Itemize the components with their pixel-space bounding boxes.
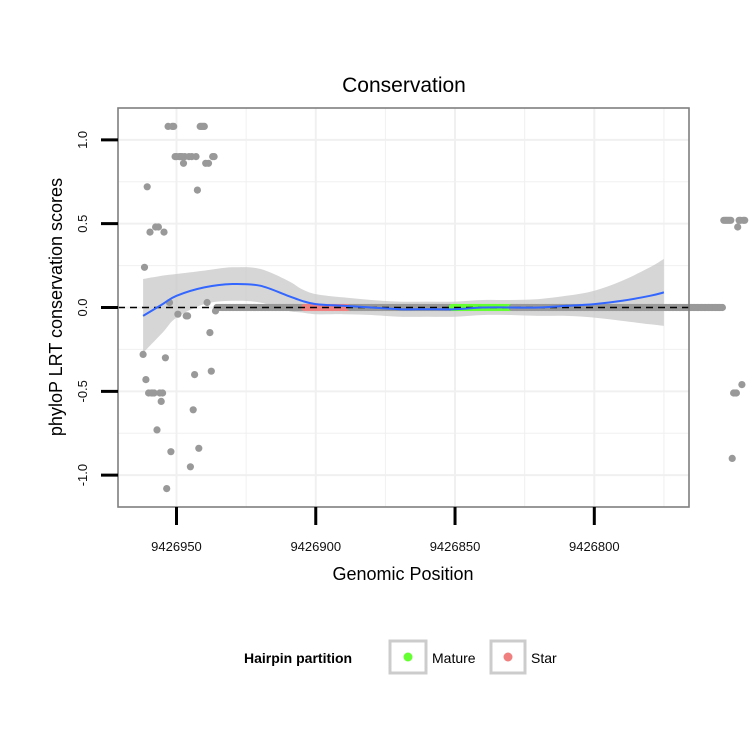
score-point [170,122,178,130]
score-point [186,463,194,471]
score-point [157,397,165,405]
legend-swatch-star [503,652,513,662]
legend-title: Hairpin partition [244,650,352,666]
x-tick-label: 9426900 [290,539,341,554]
y-tick-label: 1.0 [75,131,90,149]
score-point [718,303,727,312]
chart-title: Conservation [342,74,466,97]
y-axis-title: phyloP LRT conservation scores [46,178,66,436]
score-point [195,444,203,452]
score-point [160,228,168,236]
score-point [210,153,218,161]
legend-key-mature [388,639,428,675]
score-point [192,153,200,161]
score-point [741,216,749,224]
score-point [193,186,201,194]
score-point [161,354,169,362]
legend-swatch-mature [403,652,413,662]
score-point [146,228,154,236]
score-point [140,263,149,271]
legend: Hairpin partition Mature Star [244,639,557,675]
y-tick-label: 0.5 [75,215,90,233]
score-point [163,485,171,493]
y-tick-label: 0.0 [75,298,90,316]
score-point [174,310,182,318]
legend-label-mature: Mature [432,650,476,666]
score-point [728,454,736,462]
x-tick-label: 9426950 [151,539,202,554]
legend-label-star: Star [531,650,557,666]
y-tick-label: -1.0 [75,464,90,486]
x-axis: 9426950 9426900 9426850 9426800 [151,507,620,554]
score-point [732,389,741,397]
score-point [142,376,150,384]
y-axis: -1.0 -0.5 0.0 0.5 1.0 [75,131,118,486]
x-axis-title: Genomic Position [332,564,473,584]
score-point [738,381,746,389]
score-point [184,312,192,320]
score-point [206,329,214,337]
score-point [167,448,175,456]
score-point [139,350,147,358]
score-point [143,183,151,191]
score-point [179,159,188,167]
score-point [159,389,167,397]
score-point [189,406,197,414]
x-tick-label: 9426800 [569,539,620,554]
score-point [204,159,213,167]
smooth-trend-line [142,282,665,317]
x-tick-label: 9426850 [430,539,481,554]
score-point [734,223,742,231]
score-point [153,426,161,434]
score-point [150,389,158,397]
score-point [200,122,208,130]
y-tick-label: -0.5 [75,380,90,402]
score-point [727,216,735,224]
smooth-line-layer [142,282,665,317]
score-point [207,367,215,375]
score-point [191,371,199,379]
score-point [154,223,162,231]
score-point [203,298,211,307]
